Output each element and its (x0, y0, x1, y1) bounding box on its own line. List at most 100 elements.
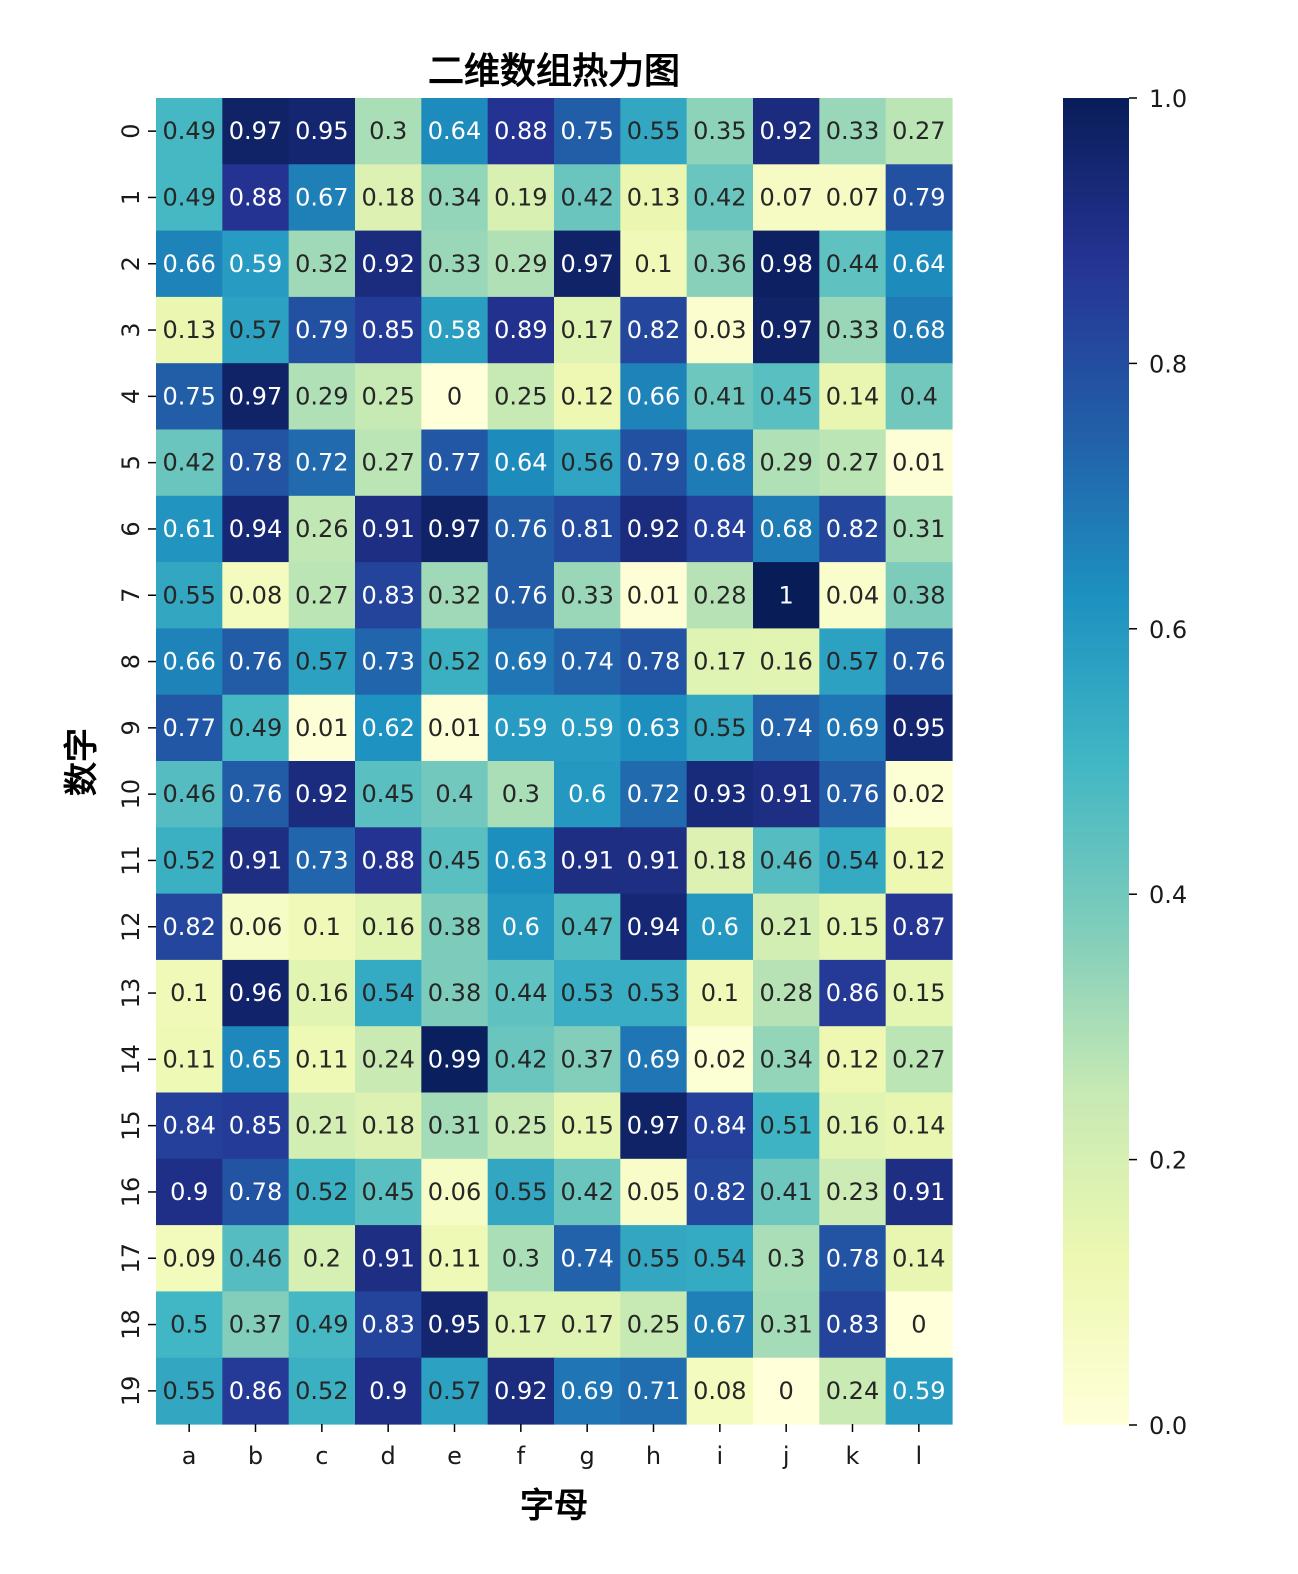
cell-value-label: 0.27 (892, 1045, 945, 1073)
x-tick-label: k (846, 1442, 860, 1470)
cell-value-label: 0.44 (494, 979, 547, 1007)
cell-value-label: 0.55 (693, 714, 746, 742)
cell-value-label: 0.46 (162, 780, 215, 808)
heatmap-cell (554, 1357, 621, 1425)
heatmap-cell (487, 164, 555, 232)
chart-title: 二维数组热力图 (428, 51, 680, 92)
cell-value-label: 0.51 (759, 1112, 812, 1140)
cell-value-label: 0.03 (693, 316, 746, 344)
cell-value-label: 0.95 (892, 714, 945, 742)
heatmap-cell (620, 562, 688, 629)
cell-value-label: 0.1 (634, 250, 672, 278)
cell-value-label: 0.08 (229, 581, 282, 609)
cell-value-label: 0.55 (494, 1178, 547, 1206)
cell-value-label: 0.78 (826, 1244, 879, 1272)
heatmap-cell (819, 694, 887, 762)
heatmap-cell (288, 429, 356, 497)
cell-value-label: 0.85 (361, 316, 414, 344)
colorbar-tick-label: 0.6 (1149, 616, 1187, 644)
cell-value-label: 0.76 (826, 780, 879, 808)
heatmap-cell (620, 1158, 688, 1226)
y-axis-title: 数字 (62, 728, 102, 796)
cell-value-label: 0.45 (361, 1178, 414, 1206)
heatmap-cell (620, 1291, 688, 1359)
heatmap-cell (620, 1026, 688, 1094)
heatmap-cell (686, 1092, 754, 1160)
cell-value-label: 0.16 (759, 648, 812, 676)
cell-value-label: 0.37 (560, 1045, 613, 1073)
y-tick-label: 8 (117, 654, 145, 669)
heatmap-cell (288, 761, 356, 828)
cell-value-label: 0.17 (693, 648, 746, 676)
colorbar-tick-label: 0.8 (1149, 350, 1187, 378)
heatmap-cell (819, 1291, 887, 1359)
heatmap-cell (156, 230, 223, 298)
y-tick-label: 2 (117, 256, 145, 271)
cell-value-label: 0.81 (560, 515, 613, 543)
x-tick-label: j (782, 1442, 790, 1470)
heatmap-cell (487, 1092, 555, 1160)
x-tick-label: i (716, 1442, 723, 1470)
heatmap-cell (487, 1357, 555, 1425)
heatmap-cell (487, 562, 555, 629)
heatmap-cell (885, 628, 953, 696)
cell-value-label: 0.17 (560, 316, 613, 344)
cell-value-label: 0.42 (494, 1045, 547, 1073)
heatmap-cell (885, 230, 953, 298)
cell-value-label: 0.01 (627, 581, 680, 609)
heatmap-cell (355, 429, 422, 497)
cell-value-label: 0.27 (826, 449, 879, 477)
heatmap-cell (753, 1158, 820, 1226)
heatmap-cell (885, 1357, 953, 1425)
cell-value-label: 0.78 (229, 1178, 282, 1206)
x-tick-label: d (381, 1442, 396, 1470)
cell-value-label: 0.91 (759, 780, 812, 808)
y-tick-label: 10 (117, 779, 145, 810)
cell-value-label: 0.95 (428, 1311, 481, 1339)
heatmap-cell (222, 893, 290, 961)
cell-value-label: 0.59 (229, 250, 282, 278)
cell-value-label: 0.88 (361, 846, 414, 874)
heatmap-cell (686, 959, 754, 1027)
heatmap-cell (885, 495, 953, 563)
cell-value-label: 0.12 (826, 1045, 879, 1073)
heatmap-cell (355, 959, 422, 1027)
heatmap-cell (421, 296, 489, 364)
cell-value-label: 0.53 (560, 979, 613, 1007)
cell-value-label: 0.18 (693, 846, 746, 874)
cell-value-label: 0.83 (826, 1311, 879, 1339)
cell-value-label: 0.21 (759, 913, 812, 941)
cell-value-label: 0.91 (892, 1178, 945, 1206)
cell-value-label: 0.82 (826, 515, 879, 543)
colorbar (1063, 98, 1129, 1425)
cell-value-label: 0.88 (229, 183, 282, 211)
heatmap-cell (686, 363, 754, 431)
heatmap-cell (620, 230, 688, 298)
heatmap-cell (554, 296, 621, 364)
heatmap-cell (819, 429, 887, 497)
heatmap-cell (355, 495, 422, 563)
heatmap-cell (885, 1026, 953, 1094)
heatmap-cell (487, 628, 555, 696)
heatmap-cell (222, 1291, 290, 1359)
cell-value-label: 0.99 (428, 1045, 481, 1073)
x-tick-label: g (580, 1442, 595, 1470)
heatmap-cell (156, 1225, 223, 1292)
cell-value-label: 0.06 (229, 913, 282, 941)
cell-value-label: 0.67 (693, 1311, 746, 1339)
cell-value-label: 0.55 (627, 117, 680, 145)
cell-value-label: 0.79 (295, 316, 348, 344)
heatmap-cell (686, 230, 754, 298)
heatmap-cell (355, 694, 422, 762)
heatmap-cell (421, 429, 489, 497)
cell-value-label: 0.27 (295, 581, 348, 609)
cell-value-label: 0.02 (693, 1045, 746, 1073)
heatmap-cell (156, 363, 223, 431)
cell-value-label: 0.69 (826, 714, 879, 742)
heatmap-cell (885, 1225, 953, 1292)
heatmap-cell (819, 230, 887, 298)
y-tick-label: 9 (117, 720, 145, 735)
cell-value-label: 0.42 (560, 1178, 613, 1206)
heatmap-cell (686, 628, 754, 696)
